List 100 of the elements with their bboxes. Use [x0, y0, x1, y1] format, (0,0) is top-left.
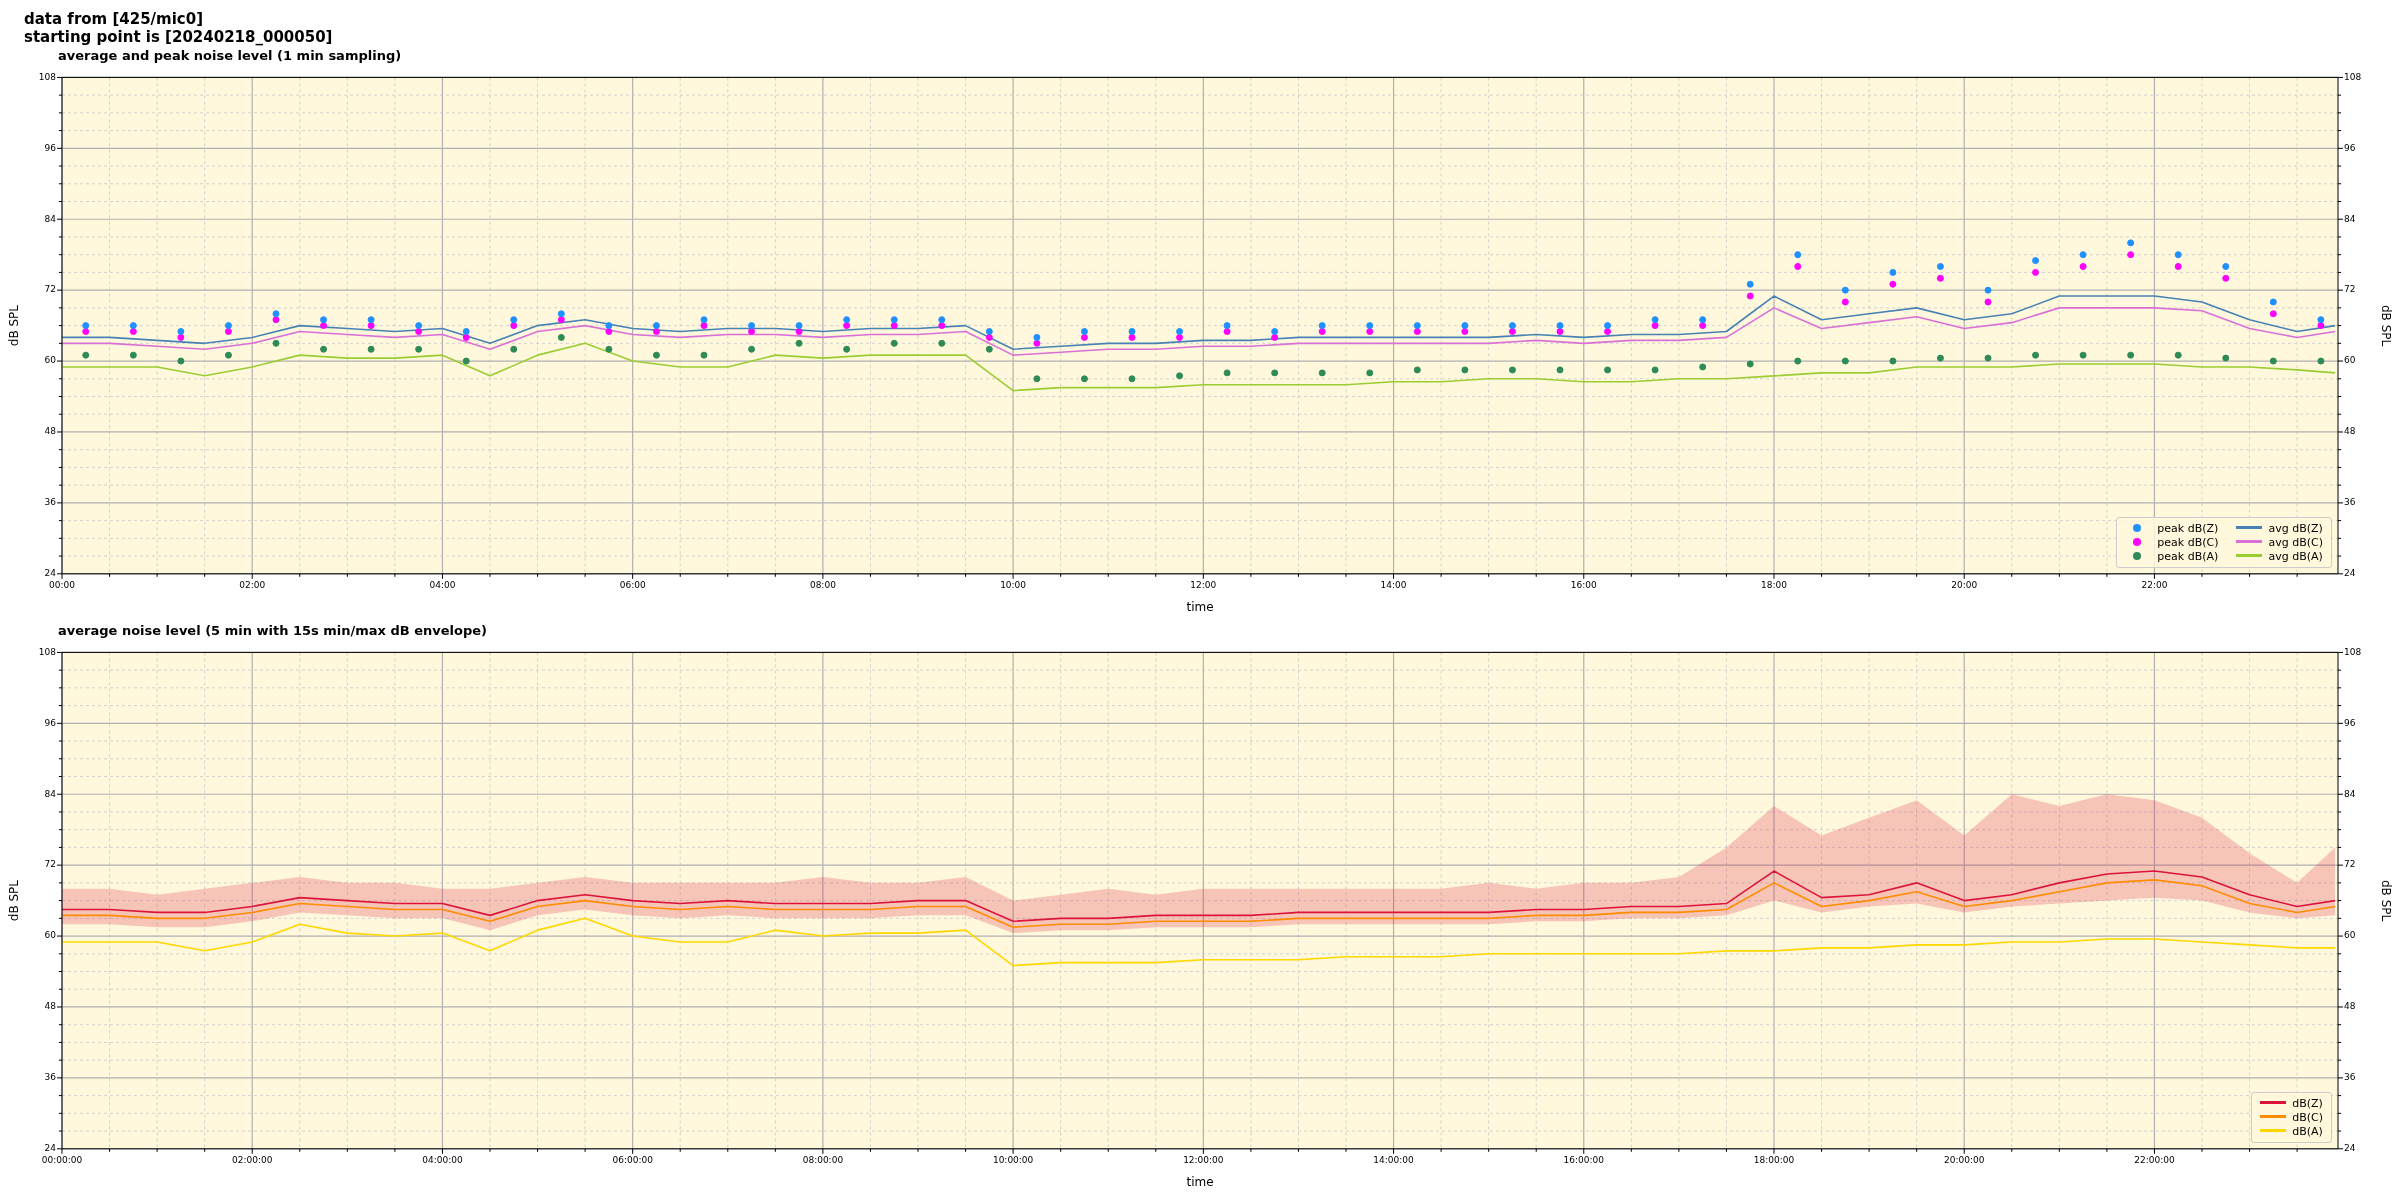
point	[367, 345, 375, 353]
point	[652, 351, 660, 359]
point	[1508, 328, 1516, 336]
point	[2079, 263, 2087, 271]
point	[129, 322, 137, 330]
legend-label: peak dB(A)	[2157, 549, 2219, 563]
point	[795, 339, 803, 347]
y2-tick-label: 60	[2344, 930, 2356, 941]
point	[1033, 339, 1041, 347]
point	[2222, 274, 2230, 282]
point	[843, 322, 851, 330]
point	[652, 322, 660, 330]
point	[2032, 268, 2040, 276]
x-tick-label: 00:00:00	[41, 1154, 83, 1165]
x-tick-label: 14:00	[1380, 579, 1407, 590]
y-tick-label: 60	[44, 355, 57, 366]
point	[224, 328, 232, 336]
y-tick-label: 72	[44, 284, 56, 295]
point	[1984, 286, 1992, 294]
point	[462, 333, 470, 341]
point	[1508, 322, 1516, 330]
point	[1841, 298, 1849, 306]
point	[1889, 280, 1897, 288]
point	[1271, 333, 1279, 341]
point	[2127, 351, 2135, 359]
point	[1271, 328, 1279, 336]
point	[890, 316, 898, 324]
y2-axis-title: dB SPL	[2378, 305, 2393, 347]
point	[1461, 366, 1469, 374]
point	[1461, 328, 1469, 336]
point	[1223, 369, 1231, 377]
text: data from [425/mic0]	[24, 10, 205, 28]
point	[843, 316, 851, 324]
chart-title: average and peak noise level (1 min sampling)	[58, 47, 403, 65]
point	[1366, 322, 1374, 330]
x-tick-label: 12:00	[1190, 579, 1217, 590]
point	[985, 333, 993, 341]
point	[2174, 351, 2182, 359]
point	[224, 322, 232, 330]
legend-label: avg dB(Z)	[2268, 521, 2323, 535]
x-tick-label: 12:00:00	[1183, 1154, 1224, 1165]
x-axis-title: time	[1186, 1174, 1214, 1189]
point	[177, 357, 185, 365]
x-tick-label: 02:00	[239, 579, 266, 590]
y-tick-label: 72	[44, 859, 56, 870]
point	[700, 322, 708, 330]
point	[367, 316, 375, 324]
y-tick-label: 60	[44, 930, 57, 941]
y-tick-label: 84	[44, 788, 57, 799]
point	[938, 316, 946, 324]
point	[557, 316, 565, 324]
point	[605, 322, 613, 330]
x-tick-label: 20:00	[1951, 579, 1978, 590]
y-tick-label: 36	[44, 497, 57, 508]
y-tick-label: 108	[38, 646, 57, 657]
point	[129, 351, 137, 359]
point	[1936, 354, 1944, 362]
point	[795, 328, 803, 336]
point	[1318, 328, 1326, 336]
point	[890, 339, 898, 347]
x-tick-label: 22:00:00	[2134, 1154, 2175, 1165]
y-axis-title: dB SPL	[7, 879, 22, 922]
point	[1604, 322, 1612, 330]
x-tick-label: 16:00:00	[1563, 1154, 1605, 1165]
x-tick-label: 20:00:00	[1944, 1154, 1985, 1165]
y2-tick-label: 36	[2344, 1072, 2356, 1083]
point	[700, 316, 708, 324]
point	[2317, 357, 2325, 365]
point	[415, 328, 423, 336]
legend-label: avg dB(C)	[2268, 535, 2323, 549]
point	[2079, 251, 2087, 259]
x-tick-label: 14:00:00	[1373, 1154, 1415, 1165]
point	[510, 316, 518, 324]
point	[557, 333, 565, 341]
x-tick-label: 08:00:00	[802, 1154, 844, 1165]
point	[1651, 316, 1659, 324]
point	[1413, 322, 1421, 330]
x-tick-label: 10:00	[1000, 579, 1027, 590]
x-tick-label: 22:00	[2141, 579, 2168, 590]
y-tick-label: 48	[44, 426, 57, 437]
point	[177, 333, 185, 341]
point	[2127, 239, 2135, 247]
point	[938, 339, 946, 347]
chart-title: average noise level (5 min with 15s min/max dB envelope)	[58, 622, 489, 640]
y-tick-label: 84	[44, 213, 57, 224]
point	[1889, 268, 1897, 276]
point	[1651, 366, 1659, 374]
y2-axis-title: dB SPL	[2378, 880, 2393, 922]
point	[1271, 369, 1279, 377]
point	[1318, 369, 1326, 377]
point	[1080, 328, 1088, 336]
x-tick-label: 18:00:00	[1753, 1154, 1795, 1165]
point	[2269, 357, 2277, 365]
y-tick-label: 96	[44, 142, 57, 153]
y2-tick-label: 48	[2344, 1001, 2356, 1012]
legend-label: dB(Z)	[2292, 1096, 2323, 1110]
point	[510, 322, 518, 330]
point	[272, 316, 280, 324]
point	[1794, 263, 1802, 271]
y2-tick-label: 96	[2344, 142, 2356, 153]
